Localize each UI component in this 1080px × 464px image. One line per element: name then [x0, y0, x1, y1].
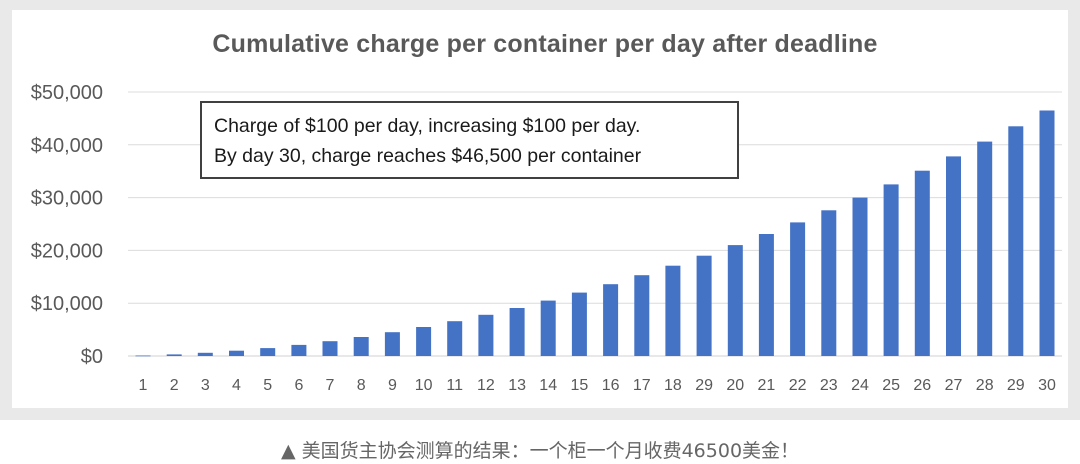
x-tick-label: 6	[294, 377, 303, 394]
x-tick-label: 20	[726, 377, 744, 394]
bar	[166, 354, 182, 356]
x-tick-label: 23	[820, 377, 838, 394]
bar	[1039, 110, 1055, 356]
x-axis-ticks: 1 2 3 4 5 6 7 8 9 10 11 12 13 14 15 16 17 18 29 20 21 22 23 24 2…	[139, 377, 1056, 394]
x-tick-label: 16	[602, 377, 620, 394]
bar	[478, 314, 494, 356]
bar	[353, 337, 369, 356]
chart-title: Cumulative charge per container per day …	[212, 30, 878, 58]
bar	[696, 255, 712, 356]
x-tick-label: 14	[539, 377, 557, 394]
x-tick-label: 18	[664, 377, 682, 394]
bar	[135, 355, 151, 357]
x-tick-label: 15	[571, 377, 589, 394]
bar	[852, 197, 868, 356]
x-tick-label: 3	[201, 377, 210, 394]
bar	[447, 321, 463, 356]
bar	[603, 284, 619, 356]
bar	[821, 210, 837, 356]
bars	[135, 110, 1055, 357]
bar	[260, 348, 276, 356]
bar	[384, 332, 400, 356]
x-tick-label: 21	[758, 377, 776, 394]
x-tick-label: 10	[415, 377, 433, 394]
bar	[322, 341, 338, 356]
y-tick-label: $40,000	[31, 135, 103, 157]
x-tick-label: 9	[388, 377, 397, 394]
bar	[291, 344, 307, 356]
bar	[634, 275, 650, 356]
image-caption: ▲ 美国货主协会测算的结果：一个柜一个月收费46500美金！	[280, 440, 800, 462]
bar	[509, 308, 525, 356]
bar	[977, 141, 993, 356]
x-tick-label: 29	[695, 377, 713, 394]
annotation-box: Charge of $100 per day, increasing $100 …	[200, 101, 739, 179]
y-tick-label: $20,000	[31, 240, 103, 262]
x-tick-label: 29	[1007, 377, 1025, 394]
bar	[1008, 126, 1024, 356]
bar	[416, 327, 432, 356]
x-tick-label: 4	[232, 377, 241, 394]
x-tick-label: 28	[976, 377, 994, 394]
bar	[946, 156, 961, 356]
x-tick-label: 11	[446, 377, 463, 394]
bar	[665, 265, 681, 356]
y-tick-label: $50,000	[31, 82, 103, 104]
bar	[914, 170, 930, 356]
bar	[727, 245, 743, 356]
y-tick-label: $10,000	[31, 293, 103, 315]
y-axis-ticks: $0 $10,000 $20,000 $30,000 $40,000 $50,000	[31, 82, 103, 368]
x-tick-label: 8	[357, 377, 366, 394]
x-tick-label: 25	[882, 377, 900, 394]
bar	[758, 234, 774, 356]
y-tick-label: $0	[81, 346, 103, 368]
x-tick-label: 5	[263, 377, 272, 394]
bar	[229, 350, 244, 356]
bar	[790, 222, 806, 356]
y-tick-label: $30,000	[31, 188, 103, 210]
x-tick-label: 24	[851, 377, 869, 394]
x-tick-label: 2	[170, 377, 179, 394]
annotation-line-2: By day 30, charge reaches $46,500 per co…	[214, 145, 642, 167]
x-tick-label: 12	[477, 377, 495, 394]
x-tick-label: 7	[326, 377, 335, 394]
x-tick-label: 1	[139, 377, 148, 394]
bar	[883, 184, 899, 356]
x-tick-label: 17	[633, 377, 651, 394]
x-tick-label: 22	[789, 377, 807, 394]
bar	[571, 292, 587, 356]
x-tick-label: 26	[913, 377, 931, 394]
x-tick-label: 27	[945, 377, 963, 394]
bar	[540, 300, 556, 356]
x-tick-label: 30	[1038, 377, 1056, 394]
annotation-line-1: Charge of $100 per day, increasing $100 …	[214, 115, 641, 137]
x-tick-label: 13	[508, 377, 526, 394]
bar	[197, 352, 213, 356]
